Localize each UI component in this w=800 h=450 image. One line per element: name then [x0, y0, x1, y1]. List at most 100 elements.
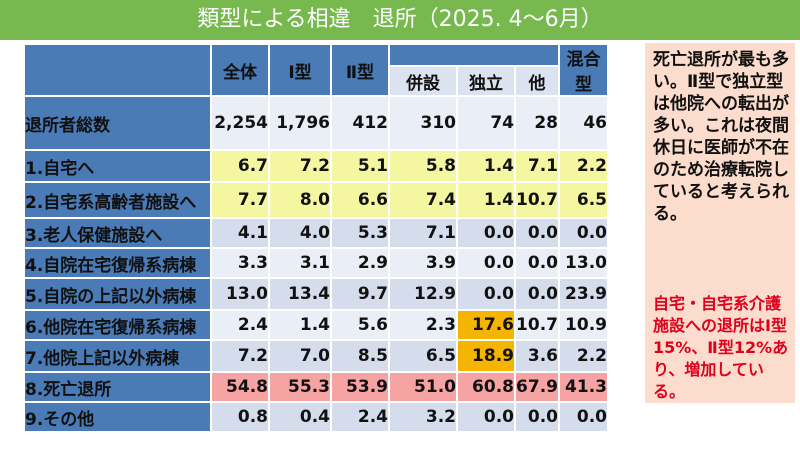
highlighted-cell: 17.6: [456, 309, 516, 341]
table-row: 3.老人保健施設へ 4.1 4.0 5.3 7.1 0.0 0.0 0.0: [23, 217, 609, 249]
type2-subgroup-header: [388, 43, 560, 67]
table-row: 4.自院在宅復帰系病棟 3.3 3.1 2.9 3.9 0.0 0.0 13.0: [23, 247, 609, 279]
cell: 10.7: [514, 309, 560, 341]
cell: 5.3: [330, 217, 390, 249]
commentary-box: 死亡退所が最も多い。Ⅱ型で独立型は他院への転出が多い。これは夜間休日に医師が不在…: [645, 43, 795, 403]
cell: 60.8: [456, 371, 516, 403]
cell: 3.6: [514, 339, 560, 373]
cell: 1.4: [268, 309, 332, 341]
cell: 1.4: [456, 181, 516, 219]
row-label: 2.自宅系高齢者施設へ: [23, 181, 212, 219]
row-label: 退所者総数: [23, 95, 212, 151]
row-label: 5.自院の上記以外病棟: [23, 277, 212, 311]
col-header-other: 他: [514, 65, 560, 97]
col-header-dokuritsu: 独立: [456, 65, 516, 97]
cell: 1.4: [456, 149, 516, 183]
cell: 0.0: [456, 401, 516, 433]
cell: 9.7: [330, 277, 390, 311]
cell: 4.1: [210, 217, 270, 249]
cell: 13.0: [210, 277, 270, 311]
cell: 3.3: [210, 247, 270, 279]
table-row: 9.その他 0.8 0.4 2.4 3.2 0.0 0.0 0.0: [23, 401, 609, 433]
cell: 74: [456, 95, 516, 151]
cell: 0.0: [558, 217, 609, 249]
cell: 7.7: [210, 181, 270, 219]
row-label: 8.死亡退所: [23, 371, 212, 403]
cell: 10.9: [558, 309, 609, 341]
cell: 6.7: [210, 149, 270, 183]
cell: 46: [558, 95, 609, 151]
cell: 2.4: [330, 401, 390, 433]
row-label: 9.その他: [23, 401, 212, 433]
table-row: 退所者総数 2,254 1,796 412 310 74 28 46: [23, 95, 609, 151]
cell: 2.9: [330, 247, 390, 279]
cell: 0.0: [514, 401, 560, 433]
cell: 41.3: [558, 371, 609, 403]
cell: 55.3: [268, 371, 332, 403]
row-label: 7.他院上記以外病棟: [23, 339, 212, 373]
cell: 0.0: [514, 217, 560, 249]
cell: 2.2: [558, 339, 609, 373]
row-label: 6.他院在宅復帰系病棟: [23, 309, 212, 341]
table-row: 1.自宅へ 6.7 7.2 5.1 5.8 1.4 7.1 2.2: [23, 149, 609, 183]
cell: 53.9: [330, 371, 390, 403]
comparison-table: 全体 Ⅰ型 Ⅱ型 混合型 併設 独立 他 退所者総数 2,254 1,796 4…: [23, 43, 609, 433]
col-header-heisetsu: 併設: [388, 65, 458, 97]
cell: 7.4: [388, 181, 458, 219]
cell: 2,254: [210, 95, 270, 151]
col-header-type1: Ⅰ型: [268, 43, 332, 97]
cell: 1,796: [268, 95, 332, 151]
table-row: 7.他院上記以外病棟 7.2 7.0 8.5 6.5 18.9 3.6 2.2: [23, 339, 609, 373]
cell: 6.5: [388, 339, 458, 373]
cell: 7.2: [210, 339, 270, 373]
cell: 3.1: [268, 247, 332, 279]
cell: 54.8: [210, 371, 270, 403]
table-row: 5.自院の上記以外病棟 13.0 13.4 9.7 12.9 0.0 0.0 2…: [23, 277, 609, 311]
cell: 6.5: [558, 181, 609, 219]
cell: 0.8: [210, 401, 270, 433]
cell: 5.8: [388, 149, 458, 183]
commentary-main: 死亡退所が最も多い。Ⅱ型で独立型は他院への転出が多い。これは夜間休日に医師が不在…: [653, 50, 789, 224]
cell: 0.0: [514, 247, 560, 279]
cell: 7.1: [514, 149, 560, 183]
slide-title: 類型による相違 退所（2025. 4～6月）: [0, 0, 800, 40]
cell: 23.9: [558, 277, 609, 311]
cell: 0.0: [558, 401, 609, 433]
cell: 0.0: [456, 277, 516, 311]
cell: 5.6: [330, 309, 390, 341]
col-header-mixed: 混合型: [558, 43, 609, 97]
cell: 51.0: [388, 371, 458, 403]
cell: 412: [330, 95, 390, 151]
table-row: 2.自宅系高齢者施設へ 7.7 8.0 6.6 7.4 1.4 10.7 6.5: [23, 181, 609, 219]
cell: 0.0: [514, 277, 560, 311]
cell: 10.7: [514, 181, 560, 219]
cell: 0.0: [456, 247, 516, 279]
cell: 13.4: [268, 277, 332, 311]
cell: 28: [514, 95, 560, 151]
cell: 7.0: [268, 339, 332, 373]
cell: 7.2: [268, 149, 332, 183]
table-row: 8.死亡退所 54.8 55.3 53.9 51.0 60.8 67.9 41.…: [23, 371, 609, 403]
cell: 310: [388, 95, 458, 151]
commentary-highlight: 自宅・自宅系介護施設への退所はⅠ型15%、Ⅱ型12%あり、増加している。: [653, 294, 789, 401]
cell: 2.2: [558, 149, 609, 183]
cell: 2.3: [388, 309, 458, 341]
row-label-header: [23, 43, 212, 97]
highlighted-cell: 18.9: [456, 339, 516, 373]
cell: 5.1: [330, 149, 390, 183]
row-label: 3.老人保健施設へ: [23, 217, 212, 249]
row-label: 4.自院在宅復帰系病棟: [23, 247, 212, 279]
col-header-total: 全体: [210, 43, 270, 97]
cell: 4.0: [268, 217, 332, 249]
cell: 8.0: [268, 181, 332, 219]
table-row: 6.他院在宅復帰系病棟 2.4 1.4 5.6 2.3 17.6 10.7 10…: [23, 309, 609, 341]
cell: 6.6: [330, 181, 390, 219]
cell: 13.0: [558, 247, 609, 279]
row-label: 1.自宅へ: [23, 149, 212, 183]
cell: 0.0: [456, 217, 516, 249]
cell: 0.4: [268, 401, 332, 433]
cell: 8.5: [330, 339, 390, 373]
cell: 7.1: [388, 217, 458, 249]
col-header-type2: Ⅱ型: [330, 43, 390, 97]
cell: 3.2: [388, 401, 458, 433]
